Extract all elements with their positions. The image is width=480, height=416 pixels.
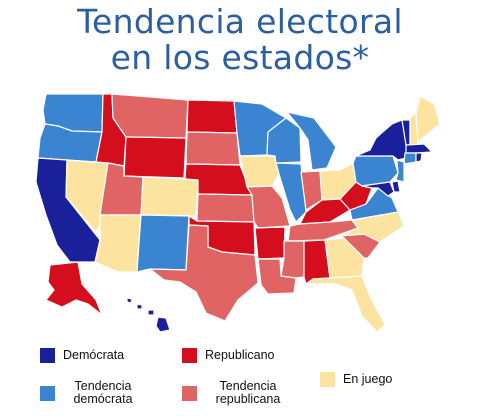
legend-swatch-en-juego: [320, 372, 335, 387]
state-co: [140, 176, 199, 217]
legend-tendencia-republicana: Tendencia republicana: [182, 380, 291, 406]
state-me: [415, 95, 441, 146]
state-de: [391, 180, 401, 193]
legend-label-republicano: Republicano: [205, 348, 275, 362]
state-ri: [415, 152, 423, 163]
state-mo: [246, 185, 291, 229]
state-hi-kauai: [126, 297, 133, 304]
state-ak: [45, 261, 103, 316]
state-nd: [186, 99, 238, 134]
state-hi-maui: [147, 309, 155, 316]
title-line-2: en los estados*: [110, 38, 370, 77]
legend-swatch-republicano: [182, 348, 197, 363]
state-ar: [254, 226, 286, 260]
legend-swatch-tendencia-democrata: [40, 385, 55, 401]
state-la: [257, 258, 297, 295]
page-title: Tendencia electoral en los estados*: [0, 4, 480, 76]
state-ia: [239, 155, 280, 188]
state-sd: [185, 131, 241, 166]
state-ct: [403, 152, 417, 165]
state-ga: [324, 237, 365, 279]
state-hi-oahu: [136, 303, 143, 310]
state-ma: [405, 143, 433, 154]
state-ms: [280, 240, 305, 279]
legend-label-tendencia-democrata: Tendencia demócrata: [73, 379, 133, 406]
state-md: [361, 181, 395, 197]
legend-label-democrata: Demócrata: [63, 348, 125, 362]
legend-swatch-tendencia-republicana: [182, 385, 197, 401]
legend-label-en-juego: En juego: [343, 372, 393, 386]
legend-swatch-democrata: [40, 348, 55, 363]
state-pa: [352, 155, 399, 187]
state-fl: [305, 275, 386, 333]
state-tx: [149, 224, 259, 322]
legend-en-juego: En juego: [320, 372, 392, 387]
legend-republicano: Republicano: [182, 348, 275, 363]
us-states-map: [35, 93, 441, 333]
state-mi: [286, 111, 337, 171]
state-ny: [355, 119, 411, 161]
legend-democrata: Demócrata: [40, 348, 124, 363]
state-nj: [395, 159, 405, 183]
legend-label-tendencia-republicana: Tendencia republicana: [215, 379, 281, 406]
state-wy: [123, 136, 187, 179]
state-ks: [196, 193, 255, 223]
legend-tendencia-democrata: Tendencia demócrata: [40, 380, 143, 406]
state-il: [275, 162, 307, 223]
state-wi: [266, 117, 302, 164]
state-az: [94, 214, 142, 273]
state-mt: [111, 93, 189, 139]
state-nm: [136, 214, 190, 273]
title-line-1: Tendencia electoral: [77, 2, 403, 41]
state-hi-big: [155, 316, 171, 333]
